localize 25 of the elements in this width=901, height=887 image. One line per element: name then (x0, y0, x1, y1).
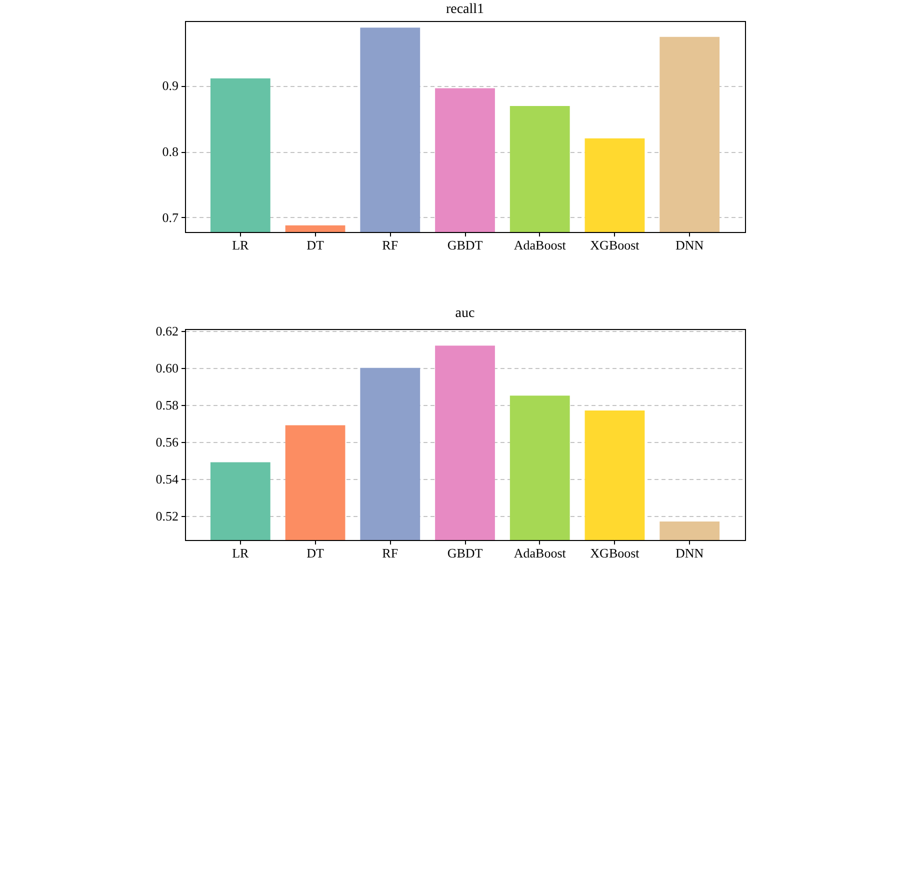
x-tick-label: DNN (676, 238, 704, 252)
y-tick-label: 0.54 (156, 471, 179, 486)
y-tick-label: 0.62 (156, 323, 178, 338)
x-tick-label: DT (306, 546, 324, 560)
x-tick-label: AdaBoost (514, 238, 566, 252)
x-tick-label: LR (232, 546, 250, 560)
x-tick-label: DNN (676, 546, 704, 560)
x-tick-label: AdaBoost (514, 546, 566, 560)
chart-title: recall1 (446, 2, 484, 17)
y-tick-label: 0.56 (156, 434, 179, 450)
x-tick-label: RF (382, 238, 398, 252)
x-tick-label: GBDT (447, 546, 483, 560)
x-tick-label: LR (232, 238, 250, 252)
x-tick-label: XGBoost (590, 546, 640, 560)
chart-title: auc (455, 306, 475, 321)
y-tick-label: 0.7 (162, 210, 179, 225)
x-tick-label: DT (306, 238, 324, 252)
x-tick-label: GBDT (447, 238, 483, 252)
y-tick-label: 0.52 (156, 508, 178, 524)
x-tick-label: XGBoost (590, 238, 640, 252)
y-tick-label: 0.8 (162, 144, 178, 160)
y-tick-label: 0.9 (162, 78, 178, 94)
y-tick-label: 0.60 (156, 360, 178, 376)
y-tick-label: 0.58 (156, 397, 178, 412)
x-tick-label: RF (382, 546, 398, 560)
